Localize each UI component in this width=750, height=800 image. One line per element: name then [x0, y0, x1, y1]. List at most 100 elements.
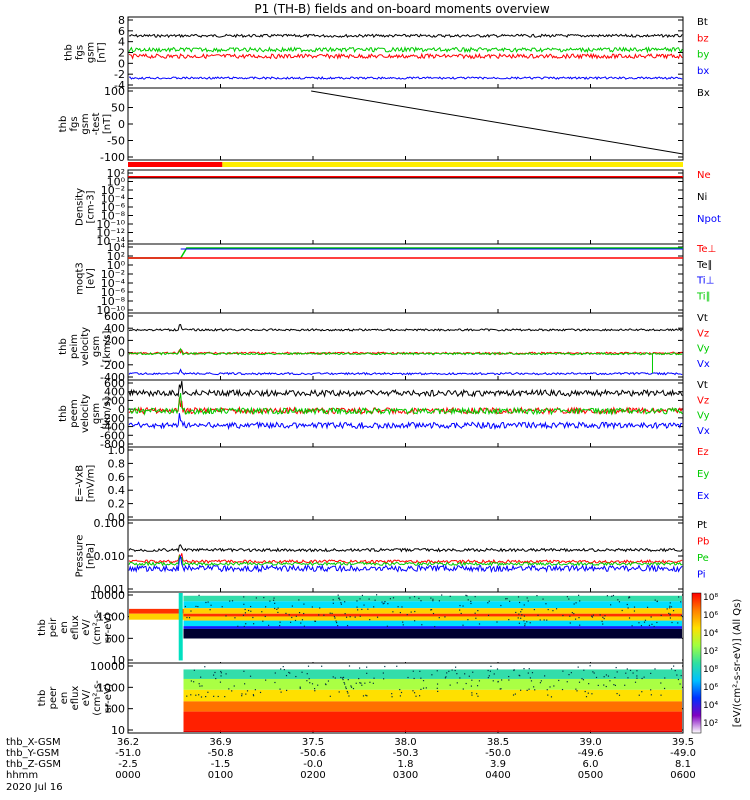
spectrogram-speckle	[669, 605, 671, 607]
spectrogram-speckle	[641, 677, 643, 680]
y-tick-label: 10⁻²	[101, 184, 125, 197]
spectrogram-speckle	[432, 598, 434, 600]
spectrogram-speckle	[252, 616, 254, 619]
spectrogram-speckle	[317, 684, 319, 686]
y-axis-label: gsm	[80, 113, 91, 134]
spectrogram-speckle	[348, 695, 350, 697]
colorbar-tick-label: 10⁴	[703, 629, 718, 639]
spectrogram-speckle	[244, 608, 246, 611]
spectrogram-speckle	[399, 688, 401, 691]
spectrogram-speckle	[220, 672, 222, 674]
spectrogram-speckle	[332, 599, 334, 601]
spectrogram-speckle	[338, 691, 340, 693]
spectrogram-speckle	[384, 665, 386, 668]
y-tick-label: 10⁻⁸	[101, 295, 126, 308]
spectrogram-speckle	[331, 612, 333, 615]
spectrogram-speckle	[337, 624, 339, 627]
y-tick-label: 10000	[90, 589, 125, 602]
y-tick-label: -200	[100, 412, 125, 425]
spectrogram-band	[183, 620, 682, 627]
y-axis-label: thb	[37, 619, 48, 636]
date-label: 2020 Jul 16	[6, 782, 63, 793]
spectrogram-speckle	[200, 676, 202, 678]
spectrogram-speckle	[508, 619, 510, 621]
spectrogram-speckle	[291, 616, 293, 619]
spectrogram-speckle	[335, 620, 337, 622]
spectrogram-speckle	[449, 595, 451, 597]
spectrogram-speckle	[475, 617, 477, 619]
spectrogram-speckle	[653, 625, 655, 628]
y-axis-label: peir	[48, 617, 59, 637]
spectrogram-speckle	[624, 684, 626, 686]
spectrogram-band	[129, 613, 184, 620]
spectrogram-speckle	[438, 600, 441, 602]
spectrogram-speckle	[621, 609, 623, 612]
spectrogram-speckle	[197, 606, 199, 608]
spectrogram-speckle	[509, 600, 511, 602]
spectrogram-speckle	[487, 669, 489, 672]
legend-Pb: Pb	[697, 537, 709, 548]
spectrogram-speckle	[459, 609, 461, 611]
spectrogram-band	[183, 626, 682, 629]
spectrogram-speckle	[383, 602, 385, 604]
spectrogram-speckle	[243, 625, 245, 628]
spectrogram-speckle	[375, 594, 378, 596]
spectrogram-speckle	[334, 617, 336, 619]
spectrogram-speckle	[207, 601, 209, 603]
spectrogram-speckle	[279, 621, 281, 623]
spectrogram-speckle	[229, 600, 231, 602]
spectrogram-speckle	[318, 614, 320, 616]
spectrogram-speckle	[418, 597, 420, 599]
y-tick-label: -100	[100, 151, 125, 164]
spectrogram-speckle	[254, 689, 256, 691]
series-Vx	[128, 413, 683, 431]
y-tick-label: 10	[111, 654, 125, 667]
spectrogram-speckle	[382, 672, 384, 674]
spectrogram-speckle	[576, 690, 578, 692]
legend-Bx: Bx	[697, 88, 710, 99]
spectrogram-speckle	[523, 615, 526, 617]
spectrogram-speckle	[566, 681, 568, 683]
spectrogram-speckle	[323, 614, 325, 616]
spectrogram-speckle	[632, 672, 634, 674]
spectrogram-speckle	[365, 694, 367, 696]
spectrogram-speckle	[374, 599, 376, 601]
spectrogram-speckle	[492, 680, 494, 682]
spectrogram-speckle	[340, 603, 343, 605]
spectrogram-speckle	[186, 695, 188, 697]
spectrogram-band	[183, 616, 682, 621]
spectrogram-speckle	[680, 674, 682, 677]
spectrogram-speckle	[568, 674, 570, 676]
y-axis-label: en	[59, 621, 70, 634]
y-axis-label: en	[59, 692, 70, 705]
spectrogram-speckle	[616, 692, 618, 695]
spectrogram-speckle	[344, 683, 346, 685]
legend-Vz: Vz	[697, 328, 709, 339]
spectrogram-speckle	[487, 614, 490, 617]
spectrogram-speckle	[436, 683, 439, 685]
axis-tick-label: -49.0	[670, 748, 696, 759]
spectrogram-speckle	[615, 666, 617, 669]
legend-Vy: Vy	[697, 344, 710, 355]
spectrogram-speckle	[555, 608, 558, 610]
y-tick-label: 2	[118, 47, 125, 60]
spectrogram-speckle	[454, 669, 456, 672]
spectrogram-speckle	[625, 672, 627, 674]
spectrogram-speckle	[308, 678, 310, 680]
spectrogram-speckle	[627, 607, 629, 609]
spectrogram-speckle	[549, 686, 551, 688]
y-tick-label: 10⁻²	[101, 268, 125, 281]
y-tick-label: 200	[104, 334, 125, 347]
spectrogram-speckle	[410, 611, 412, 613]
spectrogram-speckle	[184, 605, 186, 608]
spectrogram-speckle	[638, 694, 640, 696]
spectrogram-speckle	[274, 672, 276, 674]
spectrogram-speckle	[520, 617, 522, 619]
spectrogram-speckle	[589, 665, 591, 667]
spectrogram-speckle	[343, 681, 345, 684]
spectrogram-speckle	[574, 618, 577, 620]
y-axis-label: [nT]	[102, 114, 113, 134]
y-tick-label: 0.6	[108, 471, 126, 484]
spectrogram-speckle	[314, 690, 316, 692]
spectrogram-speckle	[607, 675, 610, 677]
